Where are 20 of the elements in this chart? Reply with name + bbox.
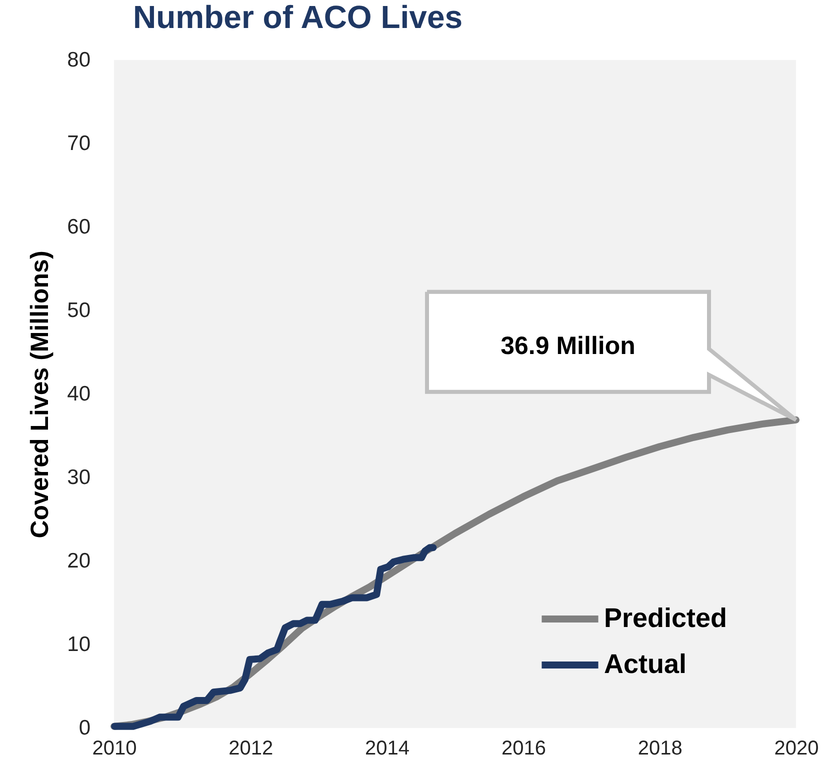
legend-label: Predicted — [604, 603, 728, 633]
y-tick-label: 40 — [67, 382, 90, 406]
y-tick-label: 20 — [67, 550, 90, 572]
y-axis-title: Covered Lives (Millions) — [26, 250, 54, 538]
x-tick-label: 2020 — [774, 738, 819, 760]
y-tick-label: 50 — [67, 299, 90, 322]
x-tick-label: 2012 — [228, 738, 274, 760]
x-tick-label: 2014 — [365, 738, 410, 760]
y-tick-label: 0 — [78, 716, 90, 740]
x-tick-label: 2018 — [638, 738, 682, 760]
y-tick-label: 70 — [67, 132, 90, 155]
annotation: 36.9 Million — [500, 332, 636, 360]
x-tick-label: 2010 — [92, 738, 137, 760]
y-tick-label: 30 — [67, 466, 90, 489]
chart-title: Number of ACO Lives — [133, 0, 463, 35]
y-tick-label: 60 — [67, 216, 90, 238]
legend-label: Actual — [604, 649, 687, 679]
y-tick-label: 80 — [67, 48, 90, 72]
y-tick-label: 10 — [67, 633, 90, 656]
x-tick-label: 2016 — [501, 738, 546, 760]
